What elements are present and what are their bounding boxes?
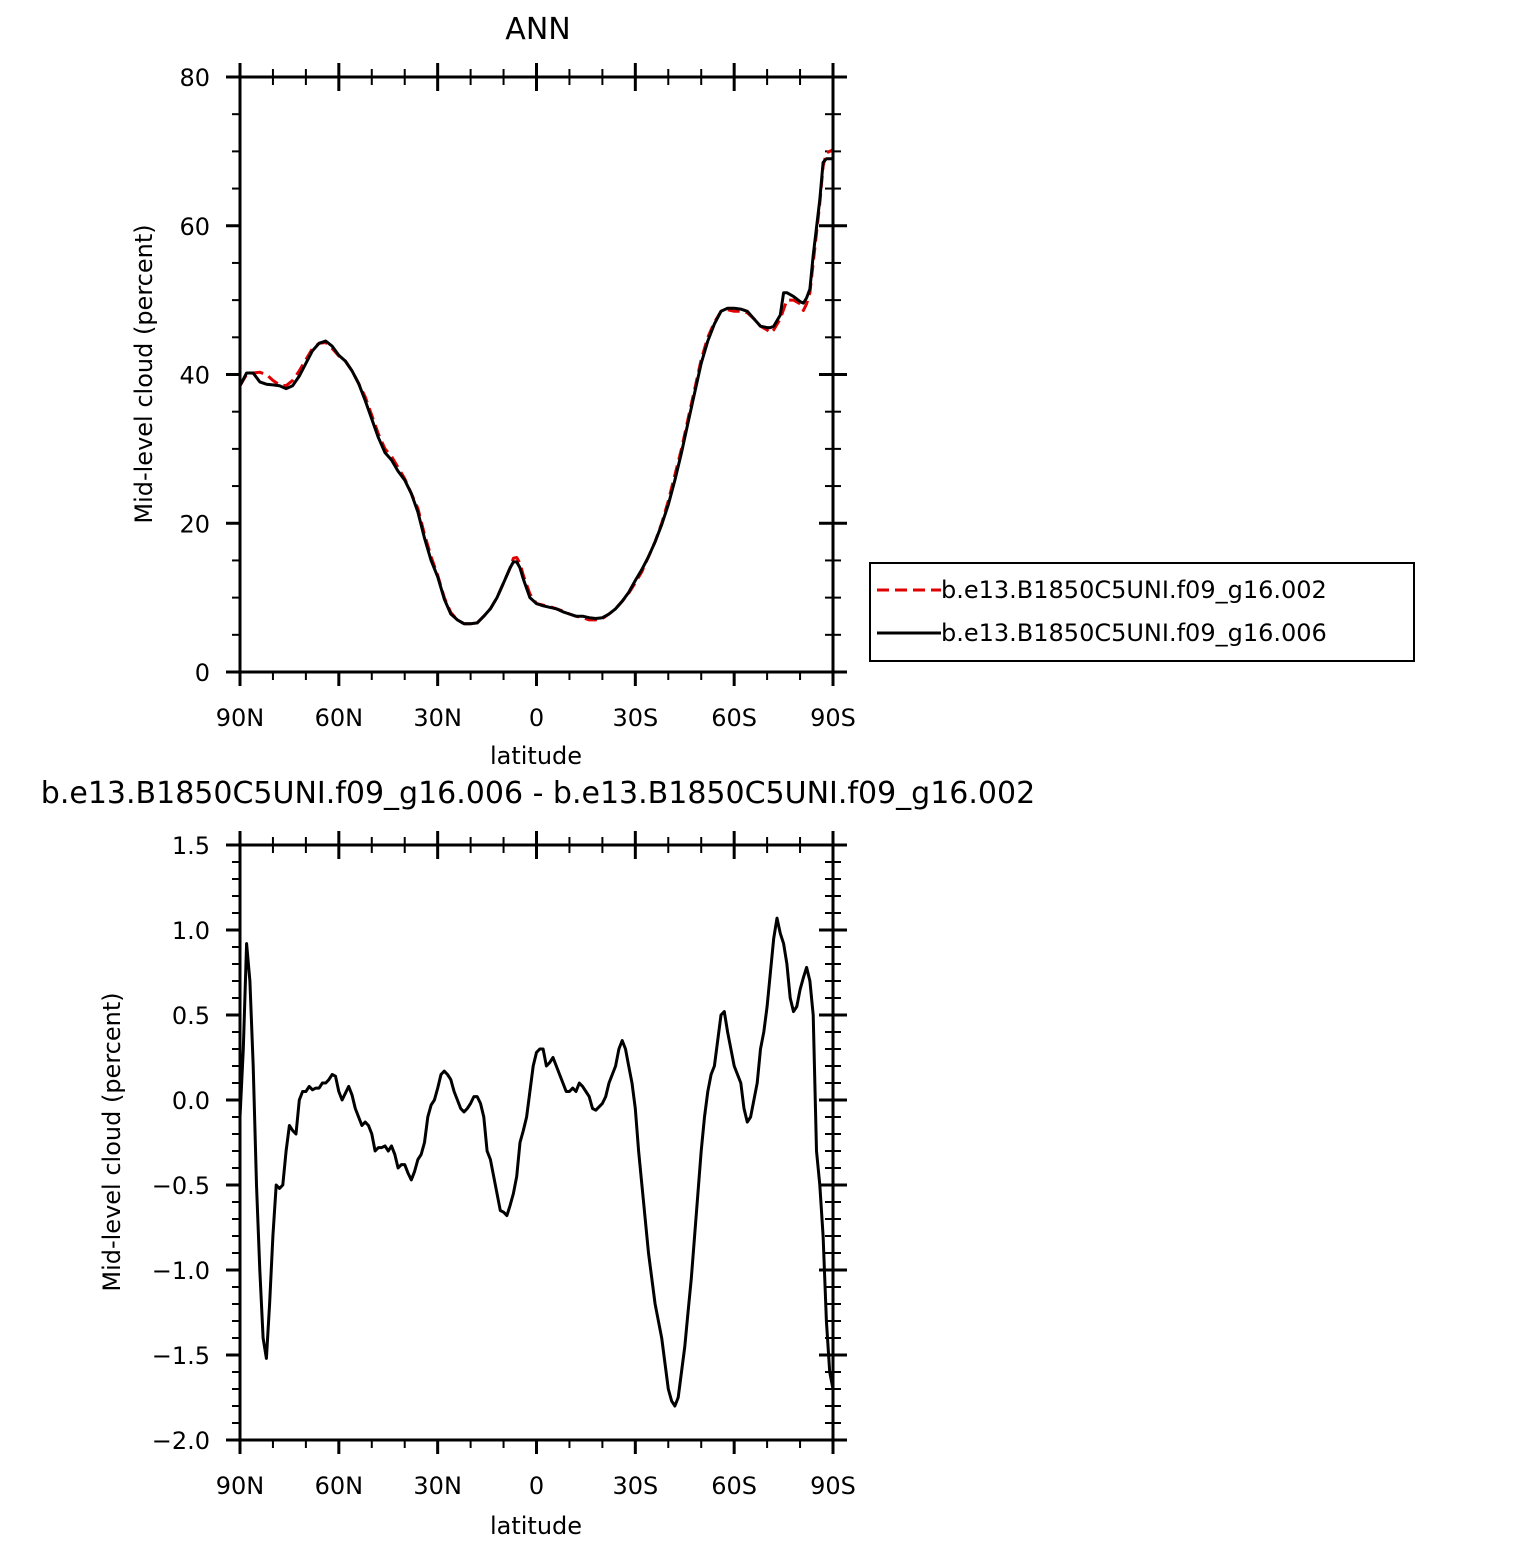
x-tick-label: 30S bbox=[612, 1472, 658, 1500]
y-tick-label: −0.5 bbox=[152, 1172, 210, 1200]
x-tick-label: 60N bbox=[315, 1472, 364, 1500]
x-tick-labels: 90N 60N 30N 0 30S 60S 90S bbox=[216, 1472, 856, 1500]
legend: b.e13.B1850C5UNI.f09_g16.002 b.e13.B1850… bbox=[869, 562, 1415, 662]
y-tick-label: 1.5 bbox=[172, 832, 210, 860]
axis-ticks bbox=[226, 63, 847, 686]
y-tick-label: −2.0 bbox=[152, 1427, 210, 1455]
y-tick-label: 1.0 bbox=[172, 917, 210, 945]
x-tick-label: 60S bbox=[711, 1472, 757, 1500]
x-tick-label: 60S bbox=[711, 704, 757, 732]
x-tick-label: 90S bbox=[810, 704, 856, 732]
series-line-1 bbox=[238, 148, 834, 626]
series-group bbox=[238, 148, 834, 626]
x-tick-label: 90N bbox=[216, 1472, 265, 1500]
series-line-2 bbox=[238, 157, 833, 626]
legend-label: b.e13.B1850C5UNI.f09_g16.006 bbox=[941, 619, 1327, 647]
axis-ticks bbox=[226, 831, 847, 1454]
x-tick-label: 0 bbox=[529, 1472, 544, 1500]
chart-title: b.e13.B1850C5UNI.f09_g16.006 - b.e13.B18… bbox=[41, 776, 1035, 811]
x-tick-label: 60N bbox=[315, 704, 364, 732]
x-axis-label: latitude bbox=[490, 742, 582, 770]
legend-label: b.e13.B1850C5UNI.f09_g16.002 bbox=[941, 576, 1327, 604]
x-tick-label: 90S bbox=[810, 1472, 856, 1500]
x-tick-label: 0 bbox=[529, 704, 544, 732]
y-tick-label: 0 bbox=[195, 659, 210, 687]
series-line-1 bbox=[238, 916, 835, 1408]
x-tick-label: 30N bbox=[413, 704, 462, 732]
y-tick-label: −1.0 bbox=[152, 1257, 210, 1285]
x-axis-label: latitude bbox=[490, 1512, 582, 1540]
y-tick-label: 20 bbox=[179, 510, 210, 538]
y-tick-label: 0.5 bbox=[172, 1002, 210, 1030]
panel-top: ANN 0 20 40 60 80 90N 60N 30N 0 30S 60S 90S Mid-le… bbox=[130, 12, 1415, 770]
chart-title: ANN bbox=[505, 12, 570, 47]
y-axis-label: Mid-level cloud (percent) bbox=[98, 992, 126, 1291]
y-tick-label: 60 bbox=[179, 213, 210, 241]
plot-frame bbox=[238, 843, 835, 1442]
panel-bottom: b.e13.B1850C5UNI.f09_g16.006 - b.e13.B18… bbox=[41, 776, 1035, 1540]
y-tick-label: 40 bbox=[179, 362, 210, 390]
y-tick-labels: −2.0 −1.5 −1.0 −0.5 0.0 0.5 1.0 1.5 bbox=[152, 832, 210, 1455]
y-tick-label: 0.0 bbox=[172, 1087, 210, 1115]
plot-frame bbox=[238, 75, 835, 674]
y-axis-label: Mid-level cloud (percent) bbox=[130, 224, 158, 523]
legend-box bbox=[869, 562, 1415, 662]
x-tick-label: 30N bbox=[413, 1472, 462, 1500]
x-tick-labels: 90N 60N 30N 0 30S 60S 90S bbox=[216, 704, 856, 732]
y-tick-label: 80 bbox=[179, 64, 210, 92]
y-tick-label: −1.5 bbox=[152, 1342, 210, 1370]
x-tick-label: 90N bbox=[216, 704, 265, 732]
y-tick-labels: 0 20 40 60 80 bbox=[179, 64, 210, 687]
x-tick-label: 30S bbox=[612, 704, 658, 732]
series-group bbox=[238, 916, 835, 1408]
